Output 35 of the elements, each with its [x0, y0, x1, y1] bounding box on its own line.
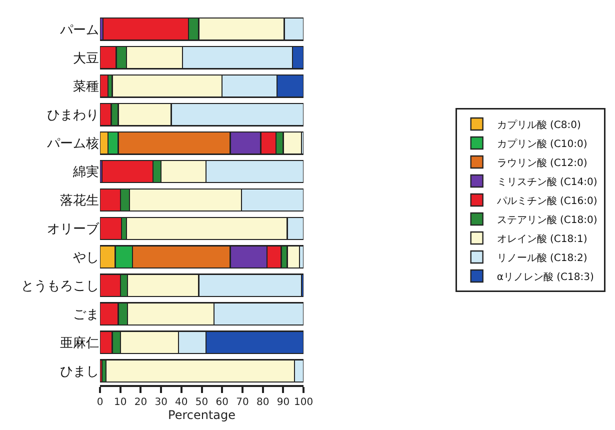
legend-label: オレイン酸 (C18:1) — [496, 232, 588, 245]
y-tick-label: 大豆 — [73, 51, 99, 66]
x-axis-title: Percentage — [168, 408, 236, 422]
x-tick-label: 60 — [216, 397, 228, 408]
y-tick-label: 落花生 — [60, 194, 99, 209]
y-tick-label: パーム核 — [46, 136, 99, 152]
y-tick-label: 菜種 — [73, 80, 99, 95]
x-tick-label: 30 — [154, 397, 168, 408]
legend-label: カプリル酸 (C8:0) — [496, 118, 582, 131]
y-tick-label: 綿実 — [72, 164, 99, 180]
y-tick-label: ひまわり — [47, 108, 99, 124]
y-tick-label: パーム — [59, 22, 99, 38]
x-tick-label: 20 — [134, 397, 148, 408]
y-tick-label: 亜麻仁 — [60, 336, 99, 351]
x-tick-label: 50 — [195, 397, 208, 408]
legend-label: ステアリン酸 (C18:0) — [496, 214, 598, 226]
legend-label: ラウリン酸 (C12:0) — [496, 156, 588, 169]
legend-label: カプリン酸 (C10:0) — [496, 138, 588, 150]
y-tick-label: オリーブ — [47, 222, 100, 238]
x-tick-label: 70 — [236, 397, 249, 408]
x-tick-label: 40 — [175, 397, 188, 408]
x-tick-label: 90 — [276, 397, 290, 408]
legend-label: ミリスチン酸 (C14:0) — [496, 176, 598, 188]
bar — [100, 216, 122, 240]
legend-label: パルミチン酸 (C16:0) — [496, 194, 598, 207]
y-tick-label: とうもろこし — [21, 278, 99, 294]
legend-label: リノール酸 (C18:2) — [496, 252, 588, 264]
y-tick-label: やし — [73, 250, 99, 266]
x-tick-label: 80 — [256, 397, 270, 408]
legend-label: αリノレン酸 (C18:3) — [496, 270, 594, 283]
y-tick-label: ごま — [73, 307, 99, 322]
x-tick-label: 100 — [294, 397, 314, 408]
x-tick-label: 10 — [114, 397, 127, 408]
y-tick-label: ひまし — [60, 364, 99, 380]
x-tick-label: 0 — [96, 397, 104, 408]
